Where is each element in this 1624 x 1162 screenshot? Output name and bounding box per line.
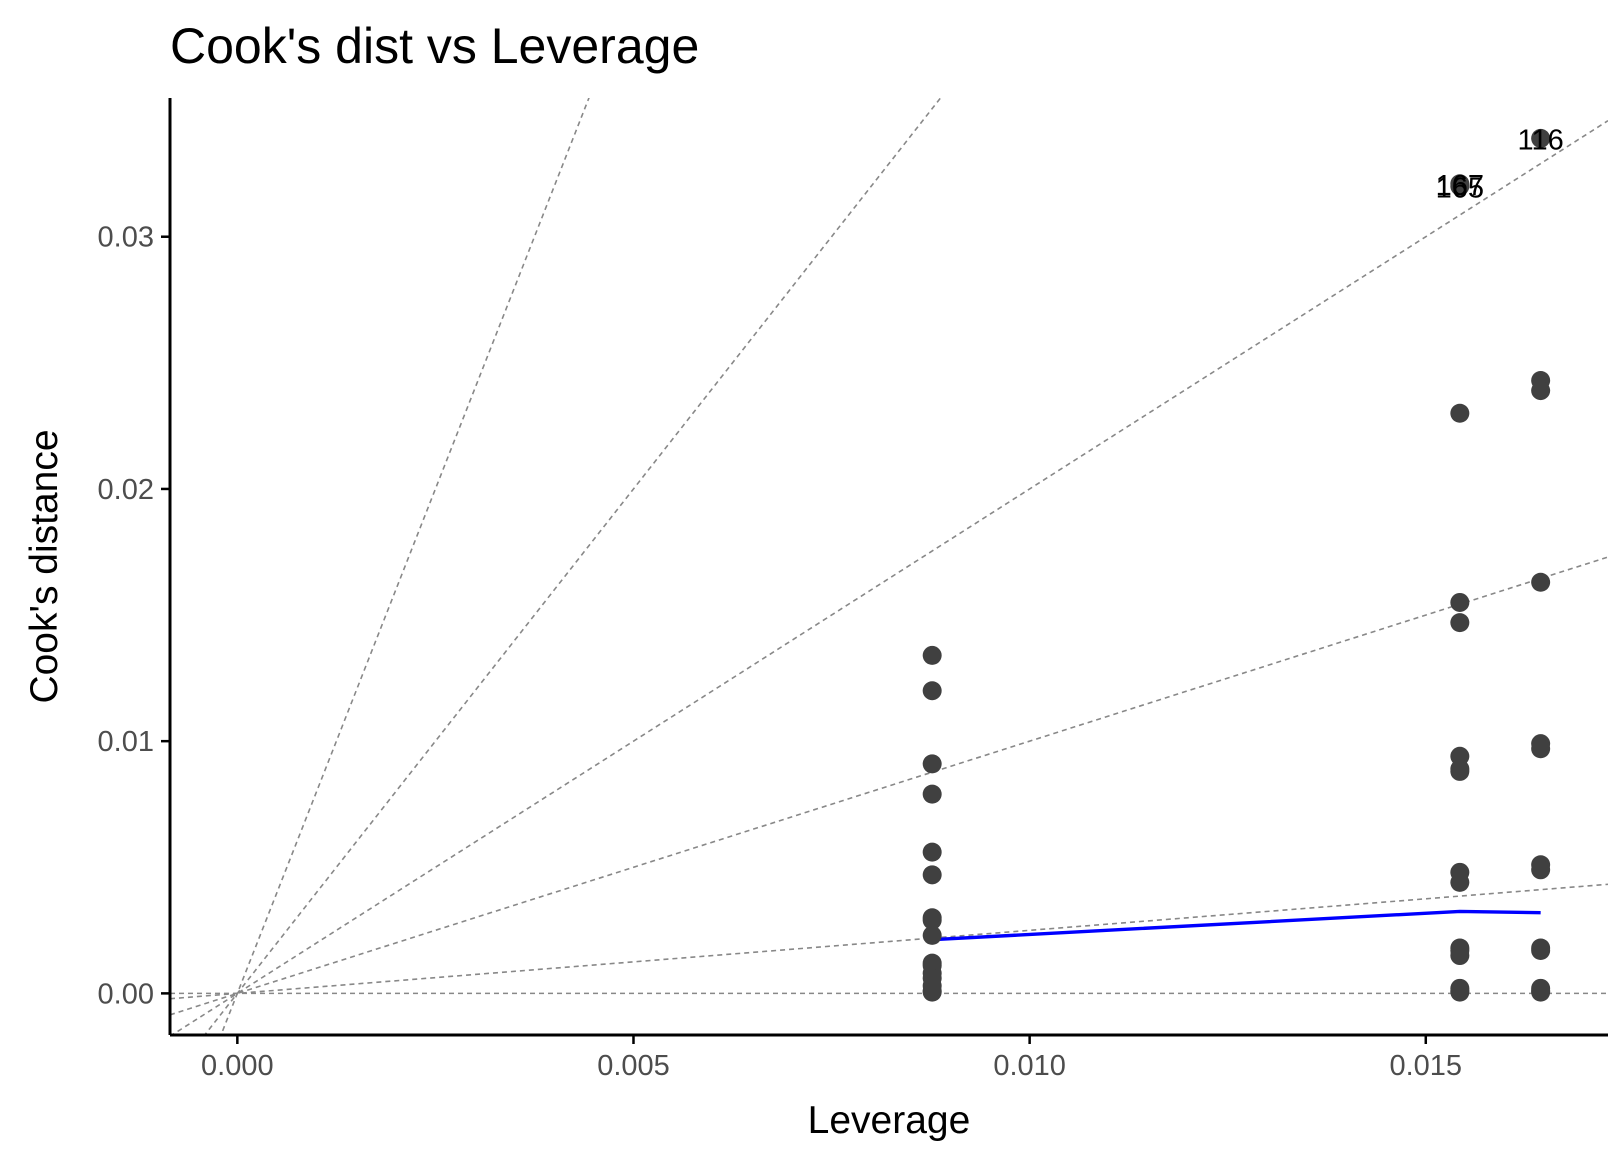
smooth-line-layer: [932, 909, 1541, 942]
data-point: [922, 754, 942, 774]
x-tick-label: 0.000: [201, 1050, 274, 1082]
point-label-165: 165: [1436, 172, 1484, 204]
data-point: [922, 865, 942, 885]
data-point: [922, 784, 942, 804]
data-point: [1531, 860, 1551, 880]
y-axis-title: Cook's distance: [23, 429, 66, 703]
data-point: [1450, 761, 1470, 781]
reference-line-1: [170, 883, 1608, 1000]
data-point: [1450, 176, 1470, 196]
axes: 0.000 0.005 0.010 0.015 0.00 0.01 0.02 0.03: [98, 98, 1608, 1082]
data-point: [1450, 403, 1470, 423]
data-point: [922, 982, 942, 1002]
reference-line-3: [170, 120, 1608, 1035]
y-tick-label: 0.01: [98, 726, 154, 758]
data-point: [1531, 381, 1551, 401]
data-point: [922, 645, 942, 665]
reference-line-4: [203, 98, 942, 1035]
data-point: [1531, 739, 1551, 759]
data-point: [922, 681, 942, 701]
data-point: [922, 910, 942, 930]
y-tick-label: 0.02: [98, 474, 154, 506]
data-point: [1531, 941, 1551, 961]
data-point: [1450, 592, 1470, 612]
y-tick-label: 0.03: [98, 222, 154, 254]
data-point: [1450, 946, 1470, 966]
x-tick-label: 0.005: [597, 1050, 670, 1082]
data-point: [922, 842, 942, 862]
data-point: [1450, 872, 1470, 892]
reference-line-2: [170, 556, 1608, 1016]
data-point: [1531, 572, 1551, 592]
y-tick-label: 0.00: [98, 978, 154, 1010]
data-points: [922, 128, 1551, 1002]
data-point: [922, 925, 942, 945]
data-point: [1450, 613, 1470, 633]
data-point: [1450, 982, 1470, 1002]
point-label-116: 116: [1518, 124, 1564, 156]
x-tick-label: 0.015: [1389, 1050, 1462, 1082]
data-point: [1531, 128, 1551, 148]
x-axis-title: Leverage: [808, 1099, 971, 1142]
chart-title: Cook's dist vs Leverage: [170, 18, 699, 74]
smooth-line: [932, 909, 1541, 942]
reference-lines: [170, 98, 1608, 1035]
point-label-167: 167: [1436, 170, 1484, 202]
data-point: [1531, 982, 1551, 1002]
x-tick-label: 0.010: [993, 1050, 1066, 1082]
reference-line-5: [220, 98, 590, 1035]
